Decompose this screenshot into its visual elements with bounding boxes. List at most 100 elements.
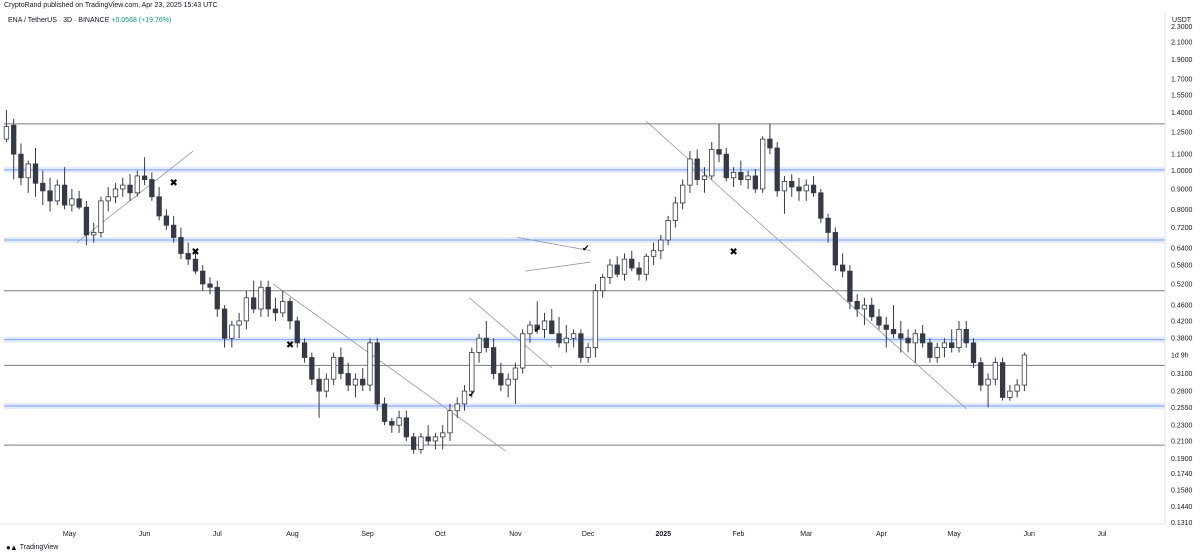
candle-body-84 [614,264,620,275]
candle-body-7 [54,184,60,202]
candle-body-11 [83,206,90,236]
candle-body-61 [447,410,453,434]
candle-body-96 [701,175,708,180]
y-tick-label-5: 1.4000 [1171,110,1193,117]
x-tick-label-6: Nov [509,531,522,538]
candle-body-125 [912,333,919,344]
y-tick-label-25: 0.1580 [1171,488,1193,495]
symbol-name: ENA / TetherUS · 3D · BINANCE [8,17,110,24]
candles [3,109,1028,454]
y-tick-label-11: 0.7200 [1171,225,1193,232]
candle-body-32 [236,320,242,326]
candle-body-111 [810,184,817,194]
candle-body-132 [963,328,969,344]
candle-body-50 [367,342,373,386]
candle-body-115 [839,264,846,272]
candle-body-59 [432,436,439,442]
y-tick-label-27: 0.1310 [1171,520,1193,527]
y-tick-label-6: 1.2500 [1171,130,1193,137]
x-tick-label-8: 2025 [655,531,671,538]
candle-body-23 [171,224,177,238]
candle-body-37 [272,308,279,314]
check-marker-4: ✔ [468,390,476,400]
y-tick-label-13: 0.5800 [1171,263,1193,270]
candle-body-121 [883,324,889,330]
y-tick-label-9: 0.9000 [1171,186,1193,193]
candle-body-104 [759,138,766,190]
candle-body-100 [730,172,737,179]
candle-body-71 [520,333,526,369]
y-tick-label-20: 0.2550 [1171,405,1193,412]
candle-body-5 [40,182,46,192]
candle-body-126 [919,333,926,344]
candle-body-138 [1007,390,1013,398]
candle-body-48 [352,378,359,386]
price-chart[interactable]: ✖ ✖ ✖ ✖ ✔ ✔ ✔ 2.3000 2.1000 1.9000 1.7000 1.5500 1.… [0,12,1200,544]
y-tick-label-14: 0.5200 [1171,281,1193,288]
candle-body-16 [120,184,126,190]
candle-body-140 [1021,354,1028,386]
candle-body-65 [476,337,482,353]
candle-body-17 [127,184,133,194]
candle-body-8 [61,184,68,206]
candle-body-139 [1014,384,1020,392]
candle-body-0 [3,126,10,140]
candle-body-74 [541,320,548,330]
candle-body-133 [970,342,977,364]
candle-body-117 [854,301,860,310]
candle-body-39 [287,301,293,322]
candle-body-14 [105,196,111,202]
support-zones [4,166,1165,409]
x-tick-label-7: Dec [582,531,595,538]
candle-body-82 [600,276,606,292]
symbol-legend: ENA / TetherUS · 3D · BINANCE +0.0568 (+… [8,17,171,24]
candle-body-135 [985,378,991,386]
candle-body-98 [716,149,722,155]
candle-body-130 [949,342,955,349]
y-tick-label-4: 1.5500 [1171,92,1193,99]
candle-body-1 [11,124,17,155]
candle-body-110 [803,184,809,192]
candle-body-62 [454,403,460,412]
y-tick-label-1: 2.1000 [1171,40,1193,47]
candle-body-53 [389,421,395,426]
horizontal-levels [4,123,1165,446]
candle-body-45 [330,357,337,380]
candle-body-27 [200,270,206,285]
candle-body-52 [381,403,388,422]
publish-info: CryptoRand published on TradingView.com,… [4,2,218,9]
candle-body-22 [163,215,170,226]
chart-svg[interactable]: ✖ ✖ ✖ ✖ ✔ ✔ ✔ 2.3000 2.1000 1.9000 1.7000 1.5500 1.… [0,12,1200,544]
x-tick-label-12: May [948,531,962,538]
candle-body-114 [832,232,839,266]
y-tick-label-3: 1.7000 [1171,76,1193,83]
candle-body-58 [425,436,431,442]
trendline-3 [517,237,591,252]
candle-body-113 [825,217,831,233]
candle-body-116 [847,270,853,302]
candle-body-128 [934,347,940,358]
candle-body-81 [592,290,599,349]
candle-body-30 [221,308,228,339]
candle-body-80 [585,347,591,358]
candle-body-9 [69,198,75,206]
x-tick-label-11: Apr [876,531,888,538]
candle-body-118 [861,304,868,310]
candle-body-63 [461,390,468,405]
axes: 2.3000 2.1000 1.9000 1.7000 1.5500 1.4000 1.25… [0,12,1193,538]
candle-body-69 [505,378,511,386]
x-tick-label-4: Sep [361,531,374,538]
y-tick-label-7: 1.1000 [1171,152,1193,159]
y-tick-label-8: 1.0000 [1171,168,1193,175]
tradingview-logo-icon: ●▲ [6,543,18,552]
x-tick-label-5: Oct [435,531,446,538]
y-tick-label-2: 1.9000 [1171,57,1193,64]
candle-body-103 [752,175,759,190]
candle-body-29 [214,286,220,310]
candle-body-107 [781,180,788,192]
y-tick-label-17: 0.3800 [1171,336,1193,343]
y-tick-label-12: 0.6400 [1171,245,1193,252]
y-tick-label-15: 0.4600 [1171,303,1193,310]
candle-body-120 [876,316,882,326]
y-tick-label-16: 0.4200 [1171,318,1193,325]
